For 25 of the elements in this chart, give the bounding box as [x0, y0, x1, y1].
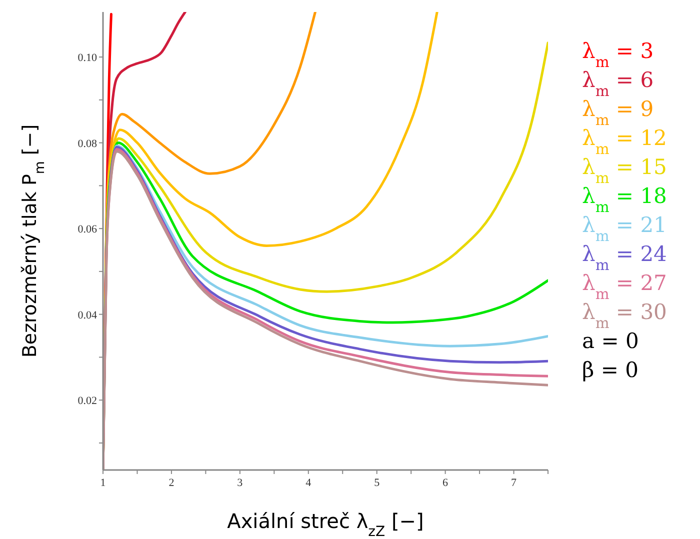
- text: a = 0: [582, 329, 639, 353]
- text: λ$_{m}$ = 6: [582, 68, 654, 100]
- text: λ$_{m}$ = 18: [582, 184, 667, 216]
- text: β = 0: [582, 358, 638, 382]
- x-tick-label: 5: [374, 477, 380, 489]
- text: λ$_{m}$ = 24: [582, 242, 667, 274]
- text: λ$_{m}$ = 21: [582, 213, 667, 244]
- text: λ$_{m}$ = 12: [582, 126, 667, 158]
- text: λ$_{m}$ = 27: [582, 271, 667, 302]
- x-tick-label: 1: [100, 477, 106, 489]
- x-tick-label: 3: [237, 477, 244, 489]
- y-tick-label: 0.10: [78, 52, 98, 64]
- y-tick-label: 0.08: [78, 138, 98, 150]
- x-tick-label: 2: [168, 477, 174, 489]
- x-tick-label: 4: [306, 477, 312, 489]
- text: λ$_{m}$ = 30: [582, 300, 667, 332]
- text: λ$_{m}$ = 15: [582, 155, 667, 186]
- y-tick-label: 0.06: [78, 224, 98, 236]
- text: λ$_{m}$ = 3: [582, 39, 654, 70]
- y-tick-label: 0.02: [78, 395, 97, 408]
- x-tick-label: 7: [511, 477, 518, 489]
- x-axis-title: Axiální streč λ$_{zZ}$ [−]: [227, 509, 424, 539]
- text: λ$_{m}$ = 9: [582, 97, 654, 128]
- y-tick-label: 0.04: [78, 309, 98, 322]
- x-tick-label: 6: [442, 477, 449, 489]
